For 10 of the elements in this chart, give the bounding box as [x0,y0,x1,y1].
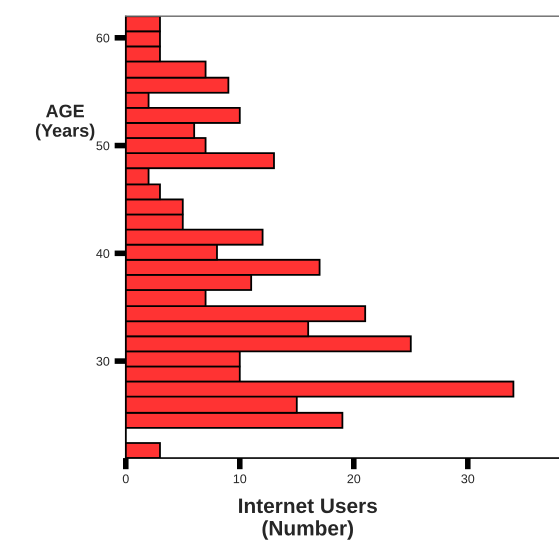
y-tick-label: 50 [96,141,110,150]
y-tick-label: 30 [96,356,110,366]
y-axis-title: AGE (Years) [36,104,94,140]
x-tick-label: 0 [122,474,129,484]
x-tick-label: 20 [347,474,360,484]
x-tick-label: 10 [234,474,246,484]
x-axis-title: Internet Users (Number) [239,498,377,540]
y-tick-label: 60 [96,34,110,42]
y-tick-label: 40 [96,249,110,258]
x-tick-label: 30 [461,474,474,484]
